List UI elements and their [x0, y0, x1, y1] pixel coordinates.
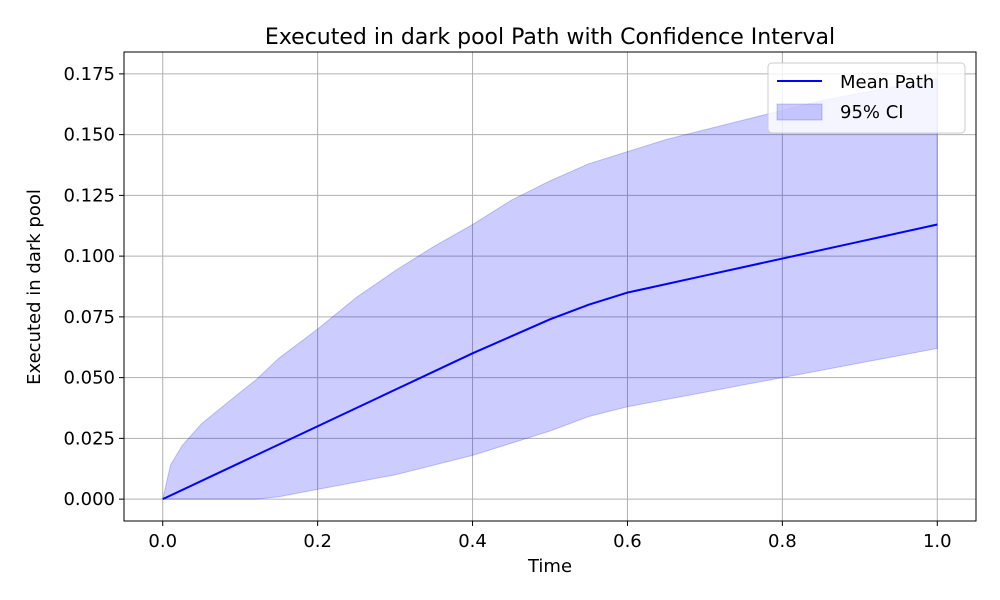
y-axis-label: Executed in dark pool — [24, 189, 45, 385]
confidence-band-layer — [162, 78, 938, 500]
legend-label-ci: 95% CI — [840, 102, 904, 123]
x-tick-label: 0.0 — [148, 531, 177, 552]
y-tick-label: 0.125 — [63, 185, 115, 206]
x-tick-label: 0.4 — [458, 531, 487, 552]
x-tick-label: 0.6 — [613, 531, 642, 552]
x-tick-label: 0.2 — [303, 531, 332, 552]
y-tick-label: 0.175 — [63, 64, 115, 85]
plot-frame — [123, 51, 977, 522]
y-tick-label: 0.075 — [63, 307, 115, 328]
legend-label-mean-path: Mean Path — [840, 72, 934, 93]
mean-path-line — [162, 223, 938, 501]
legend-swatch-ci — [776, 103, 823, 121]
y-tick-label: 0.100 — [63, 246, 115, 267]
chart-title: Executed in dark pool Path with Confiden… — [265, 25, 835, 50]
y-tick-label: 0.025 — [63, 428, 115, 449]
y-tick-label: 0.150 — [63, 125, 115, 146]
y-tick-label: 0.000 — [63, 489, 115, 510]
x-tick-label: 0.8 — [768, 531, 797, 552]
legend: Mean Path 95% CI — [767, 62, 966, 134]
x-axis-label: Time — [527, 556, 572, 577]
x-tick-label: 1.0 — [923, 531, 952, 552]
axis-ticks: 0.0 0.2 0.4 0.6 0.8 1.0 0.000 0.025 0.050 0.075 0.… — [63, 64, 951, 552]
y-tick-label: 0.050 — [63, 368, 115, 389]
ci-band — [162, 78, 938, 500]
mean-path-layer — [162, 223, 938, 501]
